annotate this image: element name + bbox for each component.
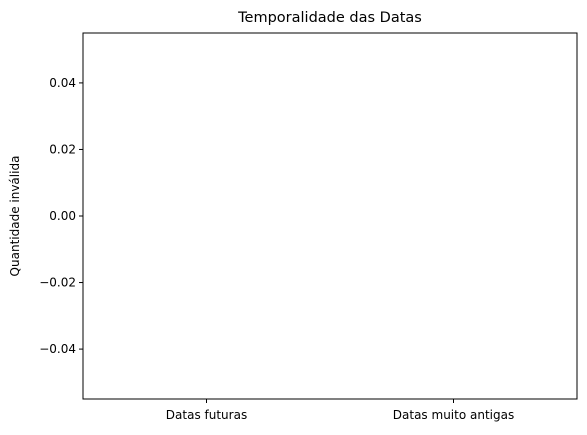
y-tick-label: 0.00 [49, 209, 76, 223]
y-tick-label: 0.02 [49, 142, 76, 156]
y-tick-label: −0.04 [39, 342, 76, 356]
chart-title: Temporalidade das Datas [237, 10, 422, 26]
y-tick-label: −0.02 [39, 276, 76, 290]
y-axis-label: Quantidade inválida [8, 156, 22, 277]
y-axis-ticks: −0.04 −0.02 0.00 0.02 0.04 [39, 76, 83, 356]
x-tick-label: Datas futuras [166, 408, 247, 422]
x-tick-label: Datas muito antigas [393, 408, 514, 422]
x-axis-ticks: Datas futuras Datas muito antigas [166, 399, 514, 422]
y-tick-label: 0.04 [49, 76, 76, 90]
